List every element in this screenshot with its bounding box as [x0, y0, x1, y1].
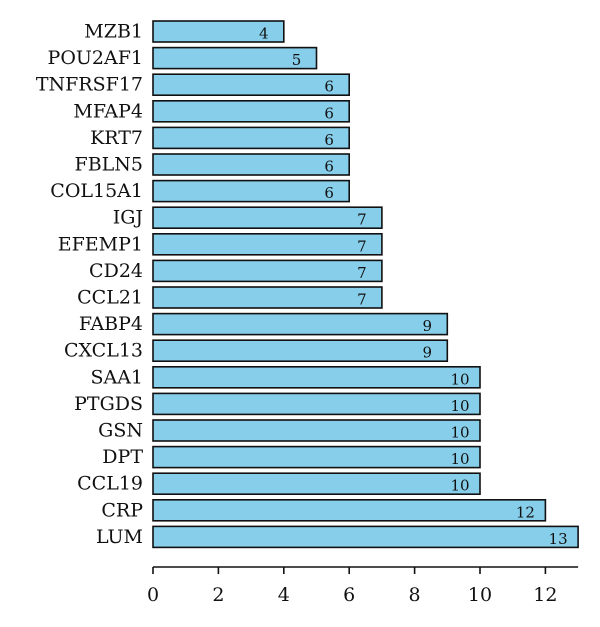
bar-tnfrsf17	[152, 73, 350, 96]
x-axis: 0 2 4 6 8 10 12	[147, 566, 579, 606]
category-label-saa1: SAA1	[90, 366, 143, 388]
x-tick-label-10: 10	[468, 584, 492, 606]
x-tick-label-2: 2	[212, 584, 224, 606]
value-label-efemp1: 7	[357, 237, 367, 255]
category-label-mzb1: MZB1	[84, 21, 143, 43]
bar-fabp4	[152, 312, 449, 336]
value-label-fbln5: 6	[324, 158, 334, 176]
value-label-mzb1: 4	[259, 25, 269, 43]
bar-saa1	[152, 365, 481, 389]
bar-cd24	[152, 259, 383, 283]
value-label-tnfrsf17: 6	[324, 78, 334, 96]
category-label-dpt: DPT	[102, 446, 143, 468]
bar-ccl21	[152, 286, 383, 309]
category-label-gsn: GSN	[98, 420, 143, 442]
x-tick-label-0: 0	[147, 584, 159, 606]
bar-igj	[152, 206, 383, 229]
value-label-ptgds: 10	[450, 397, 469, 415]
value-label-ccl19: 10	[450, 477, 469, 495]
bar-efemp1	[152, 233, 383, 256]
value-label-ccl21: 7	[357, 291, 367, 309]
category-label-tnfrsf17: TNFRSF17	[36, 74, 143, 96]
value-label-dpt: 10	[450, 450, 469, 468]
bar-mfap4	[152, 100, 350, 123]
bar-crp	[152, 498, 547, 522]
bar-krt7	[152, 126, 350, 150]
value-label-cd24: 7	[357, 264, 367, 282]
category-label-ptgds: PTGDS	[74, 393, 143, 415]
value-label-crp: 12	[516, 503, 535, 521]
bar-pou2af1	[152, 46, 318, 70]
x-tick-label-6: 6	[343, 584, 355, 606]
category-label-cd24: CD24	[89, 260, 143, 282]
bar-lum	[152, 525, 579, 549]
category-label-pou2af1: POU2AF1	[48, 47, 143, 69]
bars-group: MZB1 4 POU2AF1 5 TNFRSF17 6 MFAP4 6 KRT7 6 FBLN5 6 C…	[36, 20, 579, 549]
bar-ptgds	[152, 392, 481, 416]
bar-gsn	[152, 419, 481, 442]
category-label-ccl19: CCL19	[77, 473, 143, 495]
bar-mzb1	[152, 20, 285, 43]
bar-col15a1	[152, 179, 350, 203]
category-label-fbln5: FBLN5	[75, 154, 143, 176]
bar-cxcl13	[152, 339, 449, 363]
value-label-igj: 7	[357, 211, 367, 229]
value-label-saa1: 10	[450, 370, 469, 388]
value-label-lum: 13	[549, 530, 568, 548]
value-label-col15a1: 6	[324, 184, 334, 202]
bar-fbln5	[152, 153, 350, 176]
value-label-cxcl13: 9	[423, 344, 433, 362]
bar-dpt	[152, 445, 481, 469]
category-label-efemp1: EFEMP1	[58, 233, 143, 255]
category-label-col15a1: COL15A1	[50, 180, 143, 202]
category-label-crp: CRP	[101, 499, 143, 521]
x-tick-label-4: 4	[278, 584, 290, 606]
category-label-cxcl13: CXCL13	[64, 340, 143, 362]
category-label-fabp4: FABP4	[79, 313, 143, 335]
value-label-fabp4: 9	[423, 317, 433, 335]
x-tick-label-8: 8	[409, 584, 421, 606]
category-label-krt7: KRT7	[90, 127, 143, 149]
value-label-pou2af1: 5	[292, 51, 302, 69]
value-label-krt7: 6	[324, 131, 334, 149]
value-label-gsn: 10	[450, 424, 469, 442]
category-label-ccl21: CCL21	[77, 287, 143, 309]
category-label-igj: IGJ	[113, 207, 143, 229]
category-label-lum: LUM	[96, 526, 143, 548]
bar-ccl19	[152, 472, 481, 496]
category-label-mfap4: MFAP4	[73, 100, 143, 122]
x-tick-label-12: 12	[533, 584, 557, 606]
value-label-mfap4: 6	[324, 104, 334, 122]
